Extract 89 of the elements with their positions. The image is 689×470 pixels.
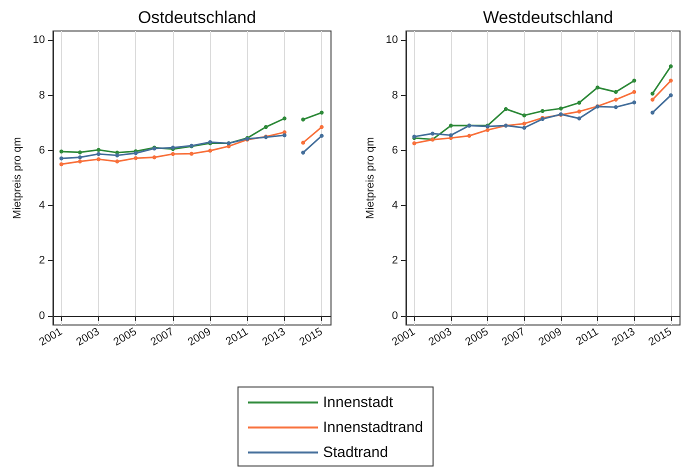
point bbox=[632, 90, 636, 94]
point bbox=[668, 93, 673, 98]
y-tick-label: 6 bbox=[38, 144, 45, 156]
point bbox=[152, 155, 156, 160]
y-tick-label: 0 bbox=[392, 310, 398, 322]
y-tick-label: 0 bbox=[38, 310, 45, 322]
point bbox=[320, 134, 324, 138]
y-tick-label: 8 bbox=[38, 89, 45, 102]
point bbox=[650, 92, 655, 96]
point bbox=[301, 150, 306, 155]
x-tick-label: 2001 bbox=[37, 326, 64, 348]
chart-title: Ostdeutschland bbox=[138, 8, 256, 27]
y-tick-label: 6 bbox=[392, 144, 398, 156]
point bbox=[59, 162, 64, 166]
point bbox=[190, 152, 194, 156]
y-tick-label: 10 bbox=[386, 34, 398, 46]
x-tick-label: 2001 bbox=[390, 326, 418, 348]
y-axis-title: Mietpreis pro qm bbox=[12, 137, 24, 219]
point bbox=[522, 122, 526, 126]
x-tick-label: 2013 bbox=[610, 326, 638, 348]
y-tick-label: 2 bbox=[392, 254, 398, 267]
point bbox=[650, 98, 655, 102]
point bbox=[614, 98, 618, 102]
point bbox=[596, 86, 600, 90]
point bbox=[96, 157, 101, 162]
x-tick-label: 2009 bbox=[536, 326, 564, 348]
x-tick-label: 2015 bbox=[646, 326, 674, 348]
point bbox=[264, 124, 268, 129]
point bbox=[59, 150, 64, 154]
point bbox=[301, 140, 306, 145]
point bbox=[448, 133, 453, 138]
point bbox=[614, 105, 618, 110]
point bbox=[486, 128, 490, 132]
y-tick-label: 10 bbox=[32, 34, 45, 46]
point bbox=[78, 150, 82, 154]
point bbox=[614, 90, 618, 94]
point bbox=[282, 133, 287, 138]
point bbox=[320, 110, 324, 115]
legend-label: Innenstadt bbox=[323, 394, 394, 411]
point bbox=[632, 100, 636, 104]
legend-label: Stadtrand bbox=[323, 444, 388, 461]
point bbox=[282, 130, 287, 134]
y-tick-label: 2 bbox=[38, 254, 45, 267]
y-tick-label: 4 bbox=[38, 200, 45, 212]
x-tick-label: 2007 bbox=[148, 326, 176, 348]
point bbox=[59, 156, 64, 160]
y-tick-label: 4 bbox=[392, 200, 398, 212]
x-tick-label: 2007 bbox=[500, 326, 528, 348]
point bbox=[412, 141, 416, 146]
point bbox=[320, 124, 324, 129]
point bbox=[632, 78, 636, 83]
point bbox=[668, 78, 673, 83]
legend-label: Innenstadtrand bbox=[323, 419, 424, 436]
point bbox=[522, 126, 526, 130]
point bbox=[134, 156, 138, 160]
x-tick-label: 2003 bbox=[426, 326, 454, 348]
point bbox=[650, 110, 655, 115]
point bbox=[78, 155, 82, 160]
y-axis-title: Mietpreis pro qm bbox=[364, 137, 376, 219]
x-tick-label: 2003 bbox=[74, 326, 102, 348]
point bbox=[577, 116, 582, 120]
point bbox=[522, 113, 526, 118]
point bbox=[430, 132, 435, 136]
point bbox=[668, 64, 673, 68]
point bbox=[96, 148, 101, 152]
x-tick-label: 2011 bbox=[224, 326, 250, 348]
point bbox=[504, 107, 508, 112]
chart-title: Westdeutschland bbox=[482, 8, 614, 27]
x-tick-label: 2005 bbox=[463, 326, 491, 348]
x-tick-label: 2005 bbox=[112, 326, 139, 348]
y-tick-label: 8 bbox=[392, 89, 398, 102]
x-tick-label: 2015 bbox=[298, 326, 325, 348]
point bbox=[448, 124, 453, 128]
point bbox=[558, 106, 563, 110]
point bbox=[170, 152, 175, 156]
point bbox=[467, 134, 472, 138]
point bbox=[540, 108, 545, 113]
point bbox=[208, 148, 212, 153]
point bbox=[577, 110, 582, 114]
point bbox=[282, 116, 287, 120]
x-tick-label: 2013 bbox=[260, 326, 288, 348]
point bbox=[115, 153, 120, 158]
point bbox=[577, 100, 582, 105]
point bbox=[78, 159, 82, 164]
x-tick-label: 2009 bbox=[186, 326, 214, 348]
point bbox=[96, 152, 101, 156]
point bbox=[115, 159, 120, 164]
point bbox=[301, 118, 306, 122]
x-tick-label: 2011 bbox=[574, 326, 601, 348]
